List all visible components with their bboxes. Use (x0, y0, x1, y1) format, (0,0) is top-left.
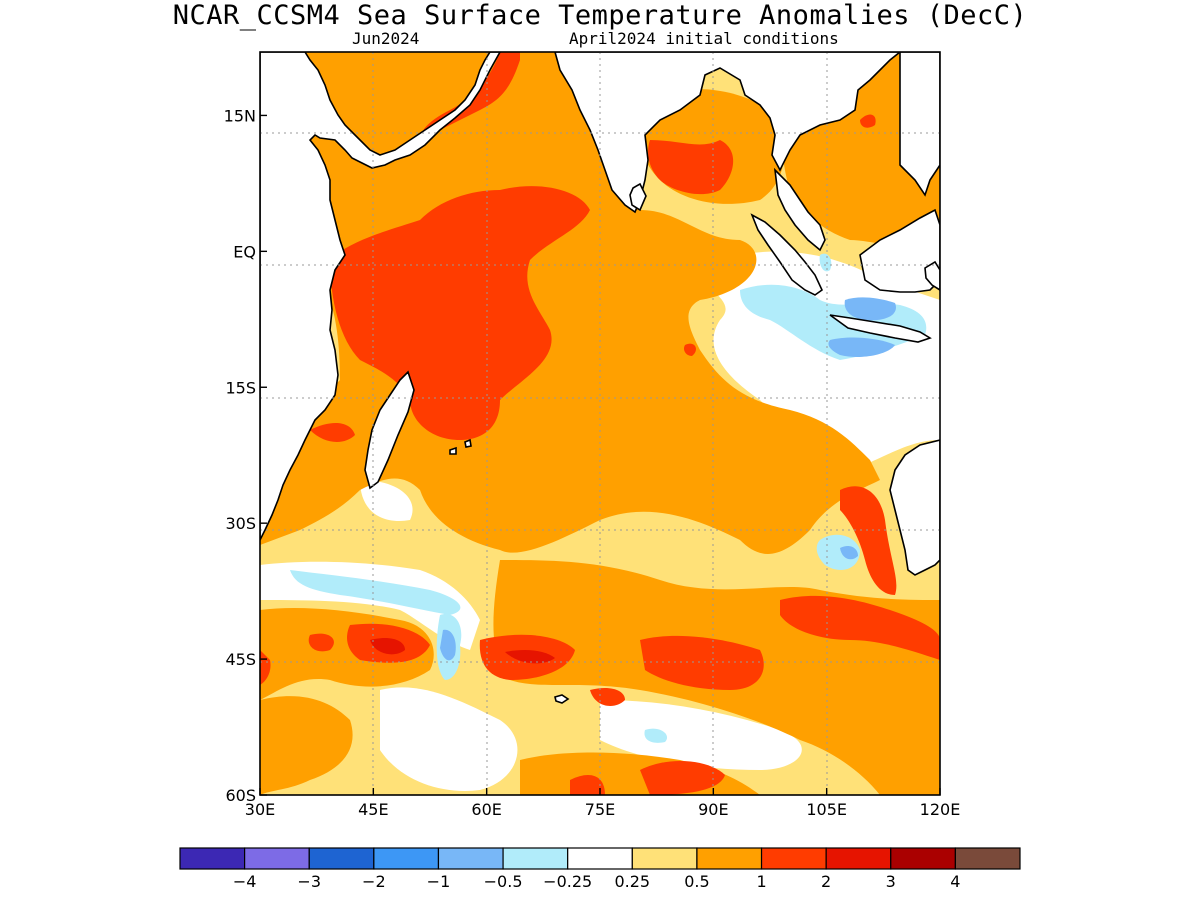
colorbar-box (244, 847, 310, 870)
strong-positive-zones (260, 52, 940, 795)
y-tick-label: EQ (233, 242, 256, 261)
madagascar-island (364, 370, 415, 490)
y-tick-label: 15S (225, 378, 256, 397)
colorbar-box (437, 847, 504, 870)
indochina-landmass (899, 52, 940, 197)
india-landmass (554, 52, 902, 214)
colorbar-box (567, 847, 633, 870)
colorbar-box (890, 847, 956, 870)
colorbar-label: 2 (821, 872, 831, 891)
colorbar-label: 1 (756, 872, 766, 891)
colorbar-box (308, 847, 375, 870)
colorbar-box (631, 847, 698, 870)
colorbar-label: −0.25 (543, 872, 592, 891)
x-tick-label: 90E (698, 800, 728, 819)
moderate-negative-zones (440, 297, 896, 661)
colorbar-label: −0.5 (484, 872, 523, 891)
x-tick-label: 120E (920, 800, 961, 819)
y-tick-label: 60S (225, 786, 256, 805)
colorbar-label: −3 (297, 872, 321, 891)
longitude-axis: 30E 45E 60E 75E 90E 105E 120E (245, 788, 961, 819)
latitude-axis: 15N EQ 15S 30S 45S 60S (224, 106, 267, 805)
map-gridlines (260, 52, 940, 795)
colorbar-box (696, 847, 763, 870)
sumatra-island (750, 213, 824, 296)
x-tick-label: 45E (358, 800, 388, 819)
colorbar-boxes (179, 847, 1021, 870)
land-masses (260, 52, 940, 704)
borneo-island (859, 208, 940, 293)
x-tick-label: 30E (245, 800, 275, 819)
colorbar-box (954, 847, 1021, 870)
y-tick-label: 15N (224, 106, 256, 125)
colorbar-labels: −4 −3 −2 −1 −0.5 −0.25 0.25 0.5 1 2 3 4 (233, 872, 961, 891)
colorbar-box (179, 847, 246, 870)
sri-lanka-island (629, 182, 647, 212)
australia-landmass (889, 439, 940, 576)
colorbar-label: 3 (886, 872, 896, 891)
colorbar-label: −1 (427, 872, 451, 891)
x-tick-label: 60E (471, 800, 501, 819)
reunion-island (464, 438, 472, 448)
colorbar-label: 4 (950, 872, 960, 891)
colorbar-box (502, 847, 569, 870)
colorbar-label: 0.5 (684, 872, 709, 891)
x-tick-label: 105E (806, 800, 847, 819)
mauritius-island (449, 446, 457, 455)
figure-title: NCAR_CCSM4 Sea Surface Temperature Anoma… (172, 0, 1028, 31)
x-tick-label: 75E (585, 800, 615, 819)
colorbar-label: −4 (233, 872, 257, 891)
initial-conditions-label: April2024 initial conditions (569, 29, 839, 48)
map-plot-area (260, 52, 940, 795)
colorbar-label: −2 (362, 872, 386, 891)
sulawesi-island (924, 260, 940, 291)
malay-peninsula (773, 167, 826, 252)
very-strong-positive-zones (370, 638, 555, 664)
colorbar-box (760, 847, 827, 870)
colorbar-box (825, 847, 892, 870)
y-tick-label: 45S (225, 650, 256, 669)
colorbar-box (373, 847, 440, 870)
colorbar-label: 0.25 (614, 872, 650, 891)
kerguelen-island (554, 694, 570, 704)
forecast-month-label: Jun2024 (352, 29, 420, 48)
y-tick-label: 30S (225, 514, 256, 533)
africa-arabia-landmass (260, 52, 501, 541)
java-island (829, 314, 932, 343)
